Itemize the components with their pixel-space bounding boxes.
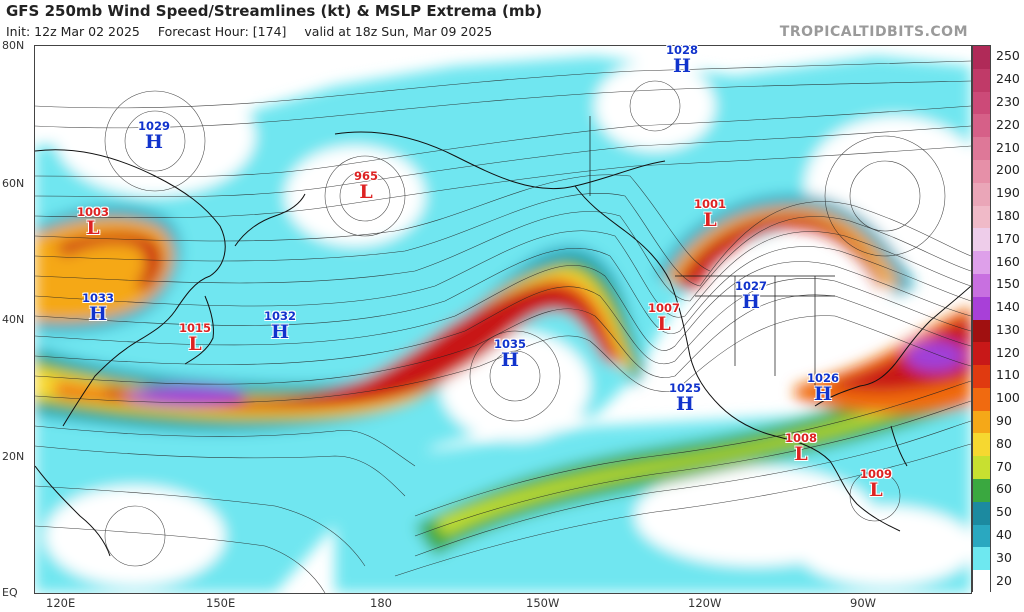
- colorbar-label: 250: [996, 48, 1020, 64]
- colorbar-segment: [973, 410, 990, 434]
- colorbar-segment: [973, 501, 990, 526]
- colorbar-segment: [973, 479, 990, 503]
- pressure-center-low: 1001 L: [693, 197, 726, 231]
- map-subtitle: Init: 12z Mar 02 2025 Forecast Hour: [17…: [6, 24, 492, 39]
- colorbar-label: 210: [996, 139, 1020, 155]
- colorbar-segment: [973, 456, 990, 480]
- pressure-center-low: 1008 L: [784, 431, 817, 465]
- colorbar-label: 20: [996, 572, 1012, 588]
- lat-label-60n: 60N: [2, 177, 25, 190]
- pressure-center-high: 1029 H: [137, 119, 170, 153]
- valid-time: valid at 18z Sun, Mar 09 2025: [304, 24, 493, 39]
- colorbar-segment: [973, 319, 990, 343]
- colorbar-segment: [973, 182, 990, 207]
- colorbar-label: 130: [996, 321, 1020, 337]
- colorbar-segment: [973, 91, 990, 115]
- colorbar-label: 160: [996, 253, 1020, 269]
- pressure-center-high: 1032 H: [263, 309, 296, 343]
- forecast-hour: Forecast Hour: [174]: [157, 24, 287, 39]
- pressure-center-low: 965 L: [353, 169, 378, 203]
- site-watermark: TROPICALTIDBITS.COM: [779, 24, 968, 40]
- lat-label-20n: 20N: [2, 450, 25, 463]
- pressure-center-low: 1003 L: [76, 205, 109, 239]
- pressure-center-high: 1035 H: [493, 337, 526, 371]
- colorbar-segment: [973, 228, 990, 252]
- lat-label-80n: 80N: [2, 39, 25, 52]
- pressure-center-high: 1027 H: [734, 279, 767, 313]
- pressure-center-high: 1033 H: [81, 291, 114, 325]
- colorbar-segment: [973, 159, 990, 184]
- colorbar-label: 40: [996, 527, 1012, 543]
- pressure-center-low: 1009 L: [859, 467, 892, 501]
- colorbar-label: 90: [996, 413, 1012, 429]
- colorbar-segment: [973, 342, 990, 366]
- pressure-center-low: 1007 L: [647, 301, 680, 335]
- colorbar-label: 80: [996, 435, 1012, 451]
- colorbar-segment: [973, 205, 990, 229]
- colorbar-segment: [973, 387, 990, 412]
- colorbar-segment: [973, 68, 990, 93]
- wind-speed-field: [35, 56, 971, 593]
- streamlines: [35, 60, 971, 593]
- colorbar-segment: [973, 547, 990, 571]
- colorbar-label: 190: [996, 185, 1020, 201]
- colorbar-segment: [973, 365, 990, 389]
- borders: [589, 116, 835, 386]
- pressure-center-high: 1025 H: [668, 381, 701, 415]
- colorbar-label: 220: [996, 116, 1020, 132]
- init-time: Init: 12z Mar 02 2025: [6, 24, 140, 39]
- lon-label-180: 180: [370, 596, 392, 610]
- colorbar-segment: [973, 524, 990, 548]
- pressure-center-low: 1015 L: [178, 321, 211, 355]
- colorbar-label: 240: [996, 71, 1020, 87]
- colorbar-label: 60: [996, 481, 1012, 497]
- colorbar-label: 50: [996, 504, 1012, 520]
- wind-speed-colorbar: [972, 45, 991, 594]
- colorbar-label: 150: [996, 276, 1020, 292]
- colorbar-label: 230: [996, 93, 1020, 109]
- colorbar-segment: [973, 296, 990, 320]
- lon-label-90w: 90W: [850, 596, 877, 610]
- colorbar-label: 30: [996, 549, 1012, 565]
- colorbar-label: 140: [996, 299, 1020, 315]
- colorbar-label: 110: [996, 367, 1020, 383]
- coastlines: [35, 131, 971, 557]
- colorbar-segment: [973, 46, 990, 70]
- pressure-center-high: 1028 H: [665, 43, 698, 77]
- colorbar-label: 180: [996, 207, 1020, 223]
- pressure-center-high: 1026 H: [806, 371, 839, 405]
- lat-label-40n: 40N: [2, 313, 25, 326]
- colorbar-segment: [973, 137, 990, 161]
- colorbar-label: 200: [996, 162, 1020, 178]
- map-title: GFS 250mb Wind Speed/Streamlines (kt) & …: [6, 2, 543, 20]
- colorbar-label: 170: [996, 230, 1020, 246]
- lon-label-150e: 150E: [206, 596, 236, 610]
- colorbar-segment: [973, 251, 990, 275]
- colorbar-segment: [973, 273, 990, 298]
- colorbar-label: 70: [996, 458, 1012, 474]
- lat-label-eq: EQ: [2, 586, 18, 599]
- lon-label-120e: 120E: [46, 596, 76, 610]
- colorbar-segment: [973, 433, 990, 457]
- colorbar-segment: [973, 114, 990, 138]
- lon-label-120w: 120W: [688, 596, 722, 610]
- lon-label-150w: 150W: [526, 596, 560, 610]
- map-canvas: [35, 46, 971, 593]
- wind-speed-map: [34, 45, 972, 594]
- colorbar-label: 100: [996, 390, 1020, 406]
- colorbar-label: 120: [996, 344, 1020, 360]
- colorbar-segment: [973, 570, 990, 594]
